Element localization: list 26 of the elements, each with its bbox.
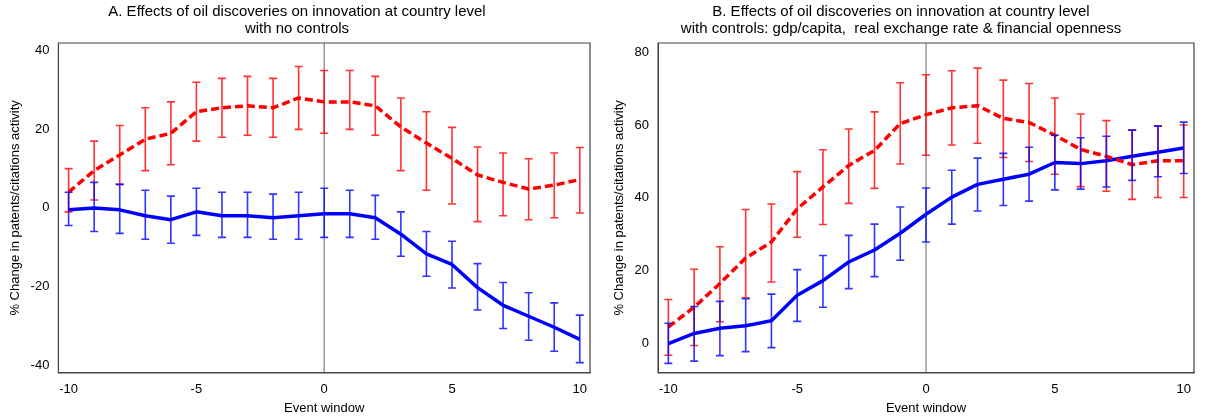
- y-axis-title: % Change in patents/citations activity: [611, 99, 627, 316]
- x-tick-label: -10: [59, 381, 79, 397]
- y-tick-label: -20: [30, 278, 50, 293]
- x-axis-title: Event window: [885, 399, 967, 415]
- x-tick-label: 10: [1176, 381, 1191, 397]
- x-tick-label: -5: [190, 381, 203, 397]
- chart-title: A. Effects of oil discoveries on innovation at country level with no controls: [108, 2, 486, 36]
- x-tick-label: 5: [1051, 381, 1059, 397]
- y-tick-label: 40: [34, 42, 50, 58]
- chart-title: B. Effects of oil discoveries on innovation at country level with controls: gdp/capita, real exchange rate & financial openness: [679, 2, 1122, 36]
- y-tick-label: 60: [634, 116, 650, 132]
- y-tick-label: 20: [634, 262, 650, 278]
- x-tick-label: 0: [922, 381, 930, 397]
- y-tick-label: 0: [42, 199, 50, 215]
- y-tick-label: 40: [634, 189, 650, 205]
- x-tick-label: 10: [572, 381, 588, 397]
- x-axis-title: Event window: [284, 399, 365, 415]
- y-tick-label: -40: [30, 356, 50, 372]
- y-tick-label: 0: [641, 335, 650, 351]
- x-tick-label: 0: [320, 381, 328, 397]
- x-tick-label: -5: [791, 381, 803, 397]
- y-axis-title: % Change in patents/citations activity: [7, 99, 23, 316]
- x-tick-label: 5: [448, 381, 456, 397]
- y-tick-label: 80: [634, 43, 650, 59]
- y-tick-label: 20: [34, 120, 50, 136]
- x-tick-label: -10: [658, 381, 678, 397]
